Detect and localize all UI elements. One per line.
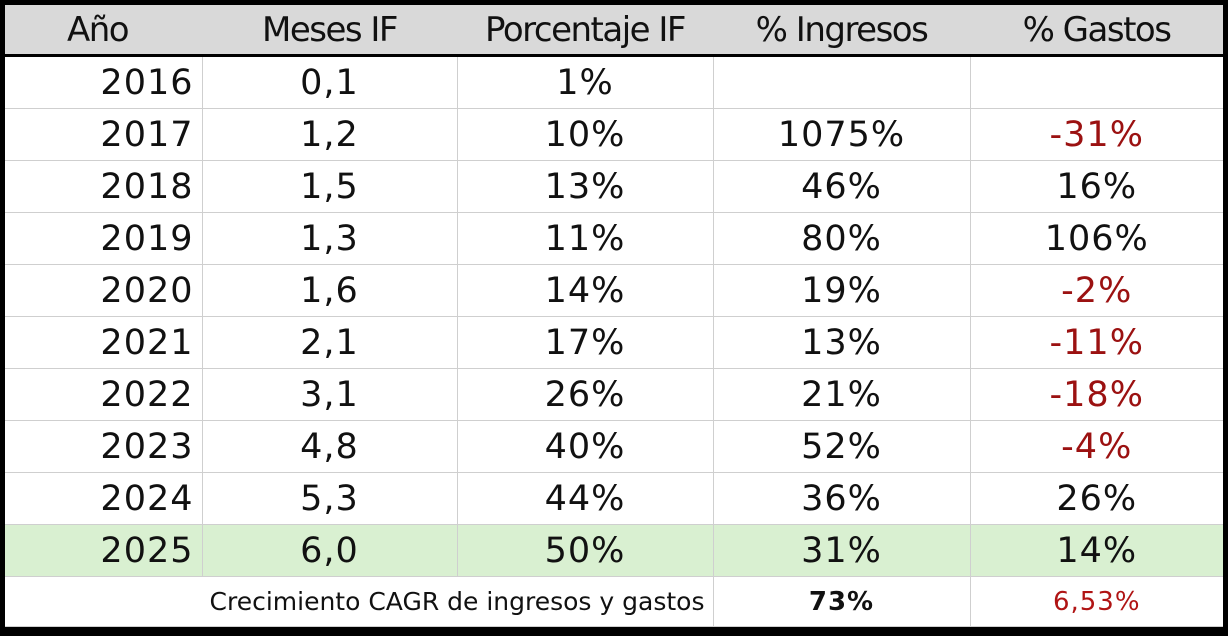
cell-meses-if[interactable]: 1,2 (202, 108, 458, 161)
table-row: 2024 5,3 44% 36% 26% (5, 472, 1223, 525)
cell-porcentaje-if[interactable]: 17% (457, 316, 714, 369)
cell-year[interactable]: 2018 (5, 160, 203, 213)
header-row: Año Meses IF Porcentaje IF % Ingresos % … (5, 5, 1223, 57)
cell-porcentaje-if[interactable]: 11% (457, 212, 714, 265)
table-row: 2019 1,3 11% 80% 106% (5, 212, 1223, 265)
cell-year[interactable]: 2024 (5, 472, 203, 525)
cell-ingresos[interactable]: 13% (713, 316, 971, 369)
cell-porcentaje-if[interactable]: 10% (457, 108, 714, 161)
table-row: 2018 1,5 13% 46% 16% (5, 160, 1223, 213)
cell-porcentaje-if[interactable]: 50% (457, 524, 714, 577)
table-row: 2025 6,0 50% 31% 14% (5, 524, 1223, 577)
footer-cagr-ingresos[interactable]: 73% (713, 576, 971, 627)
cell-ingresos[interactable] (713, 55, 971, 109)
cell-gastos[interactable]: 16% (970, 160, 1223, 213)
cell-year[interactable]: 2017 (5, 108, 203, 161)
table-row: 2021 2,1 17% 13% -11% (5, 316, 1223, 369)
cell-meses-if[interactable]: 0,1 (202, 55, 458, 109)
cell-year[interactable]: 2019 (5, 212, 203, 265)
column-header-ingresos[interactable]: % Ingresos (713, 5, 970, 57)
bottom-border (5, 627, 1223, 631)
cell-gastos[interactable]: -11% (970, 316, 1223, 369)
cell-gastos[interactable]: 26% (970, 472, 1223, 525)
cell-ingresos[interactable]: 19% (713, 264, 971, 317)
cell-porcentaje-if[interactable]: 1% (457, 55, 714, 109)
cell-year[interactable]: 2022 (5, 368, 203, 421)
table-row: 2016 0,1 1% (5, 55, 1223, 109)
cell-ingresos[interactable]: 36% (713, 472, 971, 525)
cell-year[interactable]: 2023 (5, 420, 203, 473)
cell-year[interactable]: 2016 (5, 55, 203, 109)
cell-gastos[interactable]: -2% (970, 264, 1223, 317)
table-row: 2020 1,6 14% 19% -2% (5, 264, 1223, 317)
column-header-gastos[interactable]: % Gastos (970, 5, 1223, 57)
cell-year[interactable]: 2025 (5, 524, 203, 577)
cell-year[interactable]: 2020 (5, 264, 203, 317)
cell-meses-if[interactable]: 1,5 (202, 160, 458, 213)
cell-gastos[interactable] (970, 55, 1223, 109)
cell-porcentaje-if[interactable]: 44% (457, 472, 714, 525)
cell-gastos[interactable]: 106% (970, 212, 1223, 265)
footer-label[interactable]: Crecimiento CAGR de ingresos y gastos (5, 576, 714, 627)
table-row: 2017 1,2 10% 1075% -31% (5, 108, 1223, 161)
cell-gastos[interactable]: -4% (970, 420, 1223, 473)
column-header-year[interactable]: Año (5, 5, 202, 57)
cell-meses-if[interactable]: 3,1 (202, 368, 458, 421)
cell-porcentaje-if[interactable]: 13% (457, 160, 714, 213)
cell-meses-if[interactable]: 1,3 (202, 212, 458, 265)
cell-ingresos[interactable]: 21% (713, 368, 971, 421)
column-header-meses-if[interactable]: Meses IF (202, 5, 457, 57)
cell-ingresos[interactable]: 31% (713, 524, 971, 577)
cell-meses-if[interactable]: 5,3 (202, 472, 458, 525)
cell-gastos[interactable]: -31% (970, 108, 1223, 161)
cell-porcentaje-if[interactable]: 26% (457, 368, 714, 421)
cell-gastos[interactable]: -18% (970, 368, 1223, 421)
cell-ingresos[interactable]: 52% (713, 420, 971, 473)
cell-gastos[interactable]: 14% (970, 524, 1223, 577)
cell-meses-if[interactable]: 1,6 (202, 264, 458, 317)
cell-meses-if[interactable]: 4,8 (202, 420, 458, 473)
cell-porcentaje-if[interactable]: 40% (457, 420, 714, 473)
cell-meses-if[interactable]: 6,0 (202, 524, 458, 577)
cell-porcentaje-if[interactable]: 14% (457, 264, 714, 317)
footer-cagr-gastos[interactable]: 6,53% (970, 576, 1223, 627)
table-body: 2016 0,1 1% 2017 1,2 10% 1075% -31% 2018 1,5 13% 46… (5, 55, 1223, 577)
spreadsheet-table-view: Año Meses IF Porcentaje IF % Ingresos % … (5, 5, 1223, 631)
table-row: 2023 4,8 40% 52% -4% (5, 420, 1223, 473)
column-header-porcentaje-if[interactable]: Porcentaje IF (457, 5, 713, 57)
table-row: 2022 3,1 26% 21% -18% (5, 368, 1223, 421)
cell-ingresos[interactable]: 80% (713, 212, 971, 265)
cell-ingresos[interactable]: 1075% (713, 108, 971, 161)
cell-year[interactable]: 2021 (5, 316, 203, 369)
cell-ingresos[interactable]: 46% (713, 160, 971, 213)
cell-meses-if[interactable]: 2,1 (202, 316, 458, 369)
data-table: Año Meses IF Porcentaje IF % Ingresos % … (5, 5, 1223, 627)
footer-row: Crecimiento CAGR de ingresos y gastos 73… (5, 576, 1223, 627)
